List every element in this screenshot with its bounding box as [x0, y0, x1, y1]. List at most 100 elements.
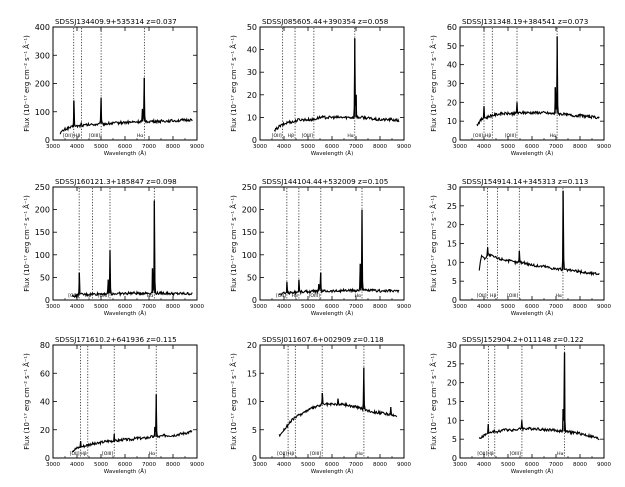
y-axis-label: Flux (10⁻¹⁷ erg cm⁻² s⁻¹ Å⁻¹) [429, 35, 438, 132]
x-tick-label: 7000 [349, 304, 363, 310]
y-tick-label: 10 [447, 117, 457, 126]
x-axis-label: Wavelength (Å) [311, 150, 353, 157]
x-tick-label: 4000 [70, 144, 84, 150]
y-axis-label: Flux (10⁻¹⁷ erg cm⁻² s⁻¹ Å⁻¹) [429, 195, 438, 292]
y-axis-label: Flux (10⁻¹⁷ erg cm⁻² s⁻¹ Å⁻¹) [22, 195, 31, 292]
x-tick-label: 4000 [277, 304, 291, 310]
emission-line-label: [OII] [477, 293, 487, 299]
emission-line-label: [OII] [70, 451, 80, 457]
y-tick-label: 50 [40, 273, 50, 282]
emission-line-label: [OIII] [102, 451, 113, 457]
x-tick-label: 5000 [94, 144, 108, 150]
x-tick-label: 7000 [142, 304, 156, 310]
emission-line-label: [OIII] [98, 293, 109, 299]
x-tick-label: 3000 [46, 304, 60, 310]
x-tick-label: 8000 [573, 304, 587, 310]
x-tick-label: 4000 [70, 304, 84, 310]
x-tick-label: 6000 [325, 462, 339, 468]
x-tick-label: 8000 [166, 462, 180, 468]
y-tick-label: 30 [447, 341, 457, 350]
y-tick-label: 10 [247, 113, 257, 122]
y-tick-label: 200 [242, 206, 257, 215]
spectrum-line [478, 352, 600, 441]
x-axis-label: Wavelength (Å) [511, 468, 553, 475]
emission-line-label: [OIII] [309, 293, 320, 299]
x-tick-label: 3000 [46, 144, 60, 150]
emission-line-label: Hα [356, 451, 362, 457]
panel-title: SDSSJ085605.44+390354 z=0.058 [262, 17, 389, 26]
plot-frame [459, 26, 605, 141]
y-tick-label: 250 [35, 183, 50, 192]
x-axis-label: Wavelength (Å) [104, 468, 146, 475]
y-tick-label: 20 [447, 98, 457, 107]
emission-line-label: Hβ [288, 133, 294, 139]
x-tick-label: 9000 [397, 462, 411, 468]
plot-frame [259, 186, 405, 301]
panel-title: SDSSJ152904.2+011148 z=0.122 [462, 335, 584, 344]
y-tick-label: 400 [35, 23, 50, 32]
x-tick-label: 4000 [277, 144, 291, 150]
x-tick-label: 7000 [549, 144, 563, 150]
y-axis-label: Flux (10⁻¹⁷ erg cm⁻² s⁻¹ Å⁻¹) [22, 35, 31, 132]
x-tick-label: 8000 [166, 304, 180, 310]
y-tick-label: 10 [447, 416, 457, 425]
x-tick-label: 6000 [118, 462, 132, 468]
x-axis-label: Wavelength (Å) [311, 468, 353, 475]
emission-line-label: Hβ [490, 293, 496, 299]
x-tick-label: 9000 [190, 462, 204, 468]
y-tick-label: 0 [45, 136, 50, 145]
y-tick-label: 40 [40, 398, 50, 407]
emission-line-label: Hβ [487, 451, 493, 457]
emission-line-label: [OIII] [302, 133, 313, 139]
spectrum-line [478, 190, 600, 277]
y-tick-label: 0 [452, 296, 457, 305]
y-tick-label: 40 [247, 46, 257, 55]
x-tick-label: 6000 [525, 462, 539, 468]
panel-title: SDSSJ171610.2+641936 z=0.115 [55, 335, 177, 344]
y-tick-label: 5 [452, 435, 457, 444]
x-tick-label: 5000 [501, 144, 515, 150]
emission-line-label: Hα [147, 293, 153, 299]
y-tick-label: 150 [35, 228, 50, 237]
spectrum-line [273, 38, 400, 133]
emission-line-label: Hα [550, 133, 556, 139]
x-tick-label: 3000 [453, 304, 467, 310]
x-tick-label: 6000 [118, 304, 132, 310]
panel-title: SDSSJ131348.19+384541 z=0.073 [462, 17, 588, 26]
x-tick-label: 6000 [525, 144, 539, 150]
x-tick-label: 9000 [597, 144, 611, 150]
y-tick-label: 15 [447, 240, 457, 249]
x-tick-label: 9000 [397, 304, 411, 310]
emission-line-label: [OII] [276, 293, 286, 299]
emission-line-label: Hβ [74, 133, 80, 139]
y-axis-label: Flux (10⁻¹⁷ erg cm⁻² s⁻¹ Å⁻¹) [429, 353, 438, 450]
spectrum-line [278, 209, 400, 297]
emission-line-label: Hα [347, 133, 353, 139]
emission-line-label: [OII] [277, 451, 287, 457]
y-tick-label: 0 [45, 296, 50, 305]
x-tick-label: 7000 [549, 462, 563, 468]
x-tick-label: 8000 [573, 144, 587, 150]
panel-title: SDSSJ011607.6+002909 z=0.118 [262, 335, 384, 344]
spectrum-panel: SDSSJ011607.6+002909 z=0.118 3000 4000 5000… [229, 335, 411, 475]
spectrum-panel: SDSSJ171610.2+641936 z=0.115 3000 4000 5000… [22, 335, 204, 475]
y-tick-label: 0 [252, 136, 257, 145]
x-tick-label: 3000 [453, 144, 467, 150]
emission-line-label: Hα [137, 133, 143, 139]
y-axis-label: Flux (10⁻¹⁷ erg cm⁻² s⁻¹ Å⁻¹) [229, 195, 238, 292]
x-tick-label: 9000 [597, 304, 611, 310]
x-tick-label: 7000 [549, 304, 563, 310]
y-tick-label: 200 [35, 206, 50, 215]
plot-frame [459, 344, 605, 459]
emission-line-label: Hα [557, 451, 563, 457]
y-tick-label: 40 [447, 61, 457, 70]
emission-line-label: [OIII] [310, 451, 321, 457]
y-axis-label: Flux (10⁻¹⁷ erg cm⁻² s⁻¹ Å⁻¹) [229, 35, 238, 132]
y-tick-label: 15 [447, 398, 457, 407]
y-tick-label: 60 [447, 23, 457, 32]
plot-frame [52, 344, 198, 459]
x-tick-label: 4000 [477, 304, 491, 310]
y-axis-label: Flux (10⁻¹⁷ erg cm⁻² s⁻¹ Å⁻¹) [229, 353, 238, 450]
emission-line-label: Hα [355, 293, 361, 299]
